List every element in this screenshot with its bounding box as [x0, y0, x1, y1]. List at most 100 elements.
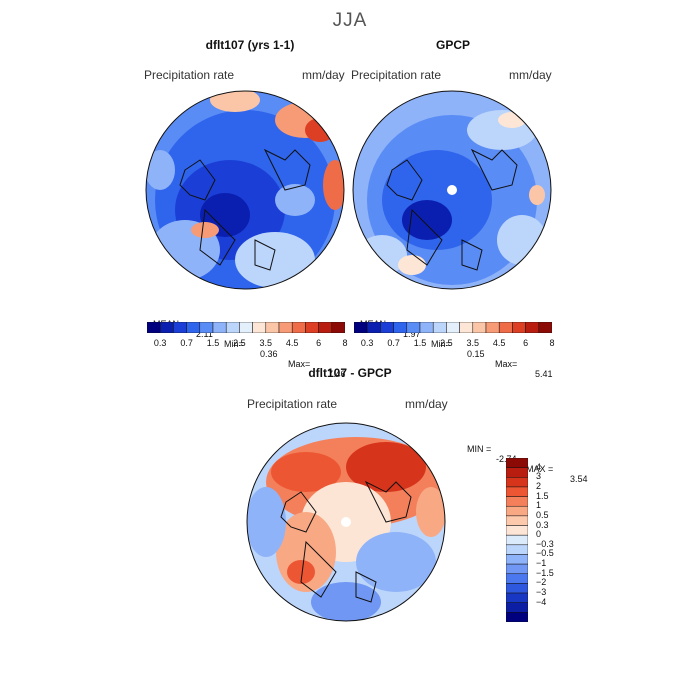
colorbar-swatch: [506, 505, 528, 517]
colorbar-swatch: [506, 477, 528, 488]
right-precip-map: [352, 90, 552, 290]
right-min-value: 0.15: [467, 349, 485, 359]
colorbar-tick-label: 6: [523, 338, 529, 348]
right-max-value: 5.41: [535, 369, 553, 379]
diff-units-label: mm/day: [405, 397, 448, 411]
colorbar-swatch: [485, 322, 500, 333]
left-variable-label: Precipitation rate: [144, 68, 235, 82]
colorbar-tick-label: 0.7: [387, 338, 400, 348]
right-panel-title: GPCP: [435, 38, 470, 52]
colorbar-swatch: [225, 322, 240, 333]
colorbar-swatch: [366, 322, 381, 333]
colorbar-tick-label: 1: [536, 500, 542, 511]
colorbar-swatch: [506, 534, 528, 546]
right-variable-label: Precipitation rate: [351, 68, 442, 82]
colorbar-tick-label: 3.5: [466, 338, 480, 348]
diff-variable-label: Precipitation rate: [247, 397, 338, 411]
colorbar-swatch: [538, 322, 552, 333]
colorbar-swatch: [252, 322, 267, 333]
colorbar-tick-label: 0.3: [153, 338, 167, 348]
colorbar-swatch: [159, 322, 174, 333]
colorbar-tick-label: −3: [536, 587, 547, 598]
colorbar-tick-label: 1.5: [413, 338, 427, 348]
colorbar-tick-label: 2.5: [233, 338, 246, 348]
diff-stats: MIN = -2.74 MAX = 3.54: [462, 434, 588, 484]
colorbar-tick-label: −1: [536, 558, 547, 569]
colorbar-swatch: [446, 322, 460, 333]
right-mean-value: 1.97: [403, 329, 421, 339]
colorbar-tick-label: 3.5: [259, 338, 273, 348]
left-max-value: 7.46: [328, 369, 346, 379]
colorbar-swatch: [506, 515, 528, 526]
colorbar-swatch: [147, 322, 161, 333]
colorbar-swatch: [318, 322, 333, 333]
colorbar-swatch: [506, 563, 528, 575]
season-title: JJA: [332, 10, 368, 31]
colorbar-swatch: [506, 467, 528, 478]
colorbar-swatch: [506, 458, 528, 468]
colorbar-tick-label: 4.5: [492, 338, 506, 348]
colorbar-swatch: [239, 322, 253, 333]
colorbar-swatch: [393, 322, 408, 333]
colorbar-swatch: [506, 573, 528, 584]
colorbar-tick-label: 0.7: [180, 338, 193, 348]
colorbar-tick-label: 2: [536, 480, 542, 491]
colorbar-tick-label: 0.3: [536, 519, 549, 530]
right-colorbar-ticks: 0.3 0.7 1.5 2.5 3.5 4.5 6 8: [354, 338, 555, 350]
colorbar-tick-label: 0.5: [536, 509, 549, 520]
colorbar-swatch: [506, 486, 528, 497]
colorbar-swatch: [506, 592, 528, 603]
diff-max-label: MAX =: [526, 464, 554, 474]
colorbar-swatch: [498, 322, 513, 333]
colorbar-tick-label: 8: [549, 338, 555, 348]
left-units-label: mm/day: [302, 68, 345, 82]
colorbar-swatch: [506, 554, 528, 565]
colorbar-swatch: [506, 612, 528, 622]
colorbar-swatch: [173, 322, 187, 333]
colorbar-swatch: [354, 322, 368, 333]
colorbar-swatch: [506, 525, 528, 536]
colorbar-tick-label: 0.3: [360, 338, 374, 348]
colorbar-swatch: [291, 322, 306, 333]
right-colorbar: [354, 322, 552, 333]
colorbar-tick-label: 4.5: [285, 338, 299, 348]
colorbar-tick-label: −1.5: [536, 567, 554, 578]
colorbar-swatch: [512, 322, 526, 333]
colorbar-swatch: [506, 496, 528, 507]
left-colorbar-ticks: 0.3 0.7 1.5 2.5 3.5 4.5 6 8: [147, 338, 348, 350]
colorbar-swatch: [331, 322, 345, 333]
colorbar-swatch: [472, 322, 487, 333]
colorbar-tick-label: −0.3: [536, 538, 554, 549]
colorbar-swatch: [525, 322, 540, 333]
colorbar-swatch: [406, 322, 421, 333]
right-min-label: Min=: [431, 339, 451, 349]
diff-colorbar: [506, 458, 528, 622]
left-panel-title: dflt107 (yrs 1-1): [205, 38, 295, 52]
colorbar-tick-label: 6: [316, 338, 322, 348]
colorbar-swatch: [506, 602, 528, 613]
diff-max-value: 3.54: [570, 474, 588, 484]
colorbar-swatch: [278, 322, 293, 333]
left-max-label: Max=: [288, 359, 311, 369]
left-mean-value: 2.11: [196, 329, 213, 339]
colorbar-tick-label: −0.5: [536, 548, 554, 559]
colorbar-swatch: [419, 322, 434, 333]
right-units-label: mm/day: [509, 68, 552, 82]
colorbar-swatch: [432, 322, 447, 333]
colorbar-swatch: [186, 322, 201, 333]
colorbar-swatch: [380, 322, 394, 333]
diff-panel-title: dflt107 - GPCP: [308, 366, 392, 380]
colorbar-swatch: [212, 322, 227, 333]
diff-precip-map: [246, 422, 446, 622]
diff-min-label: MIN =: [467, 444, 492, 454]
colorbar-tick-label: 0: [536, 529, 542, 540]
left-colorbar: [147, 322, 345, 333]
colorbar-tick-label: 8: [342, 338, 348, 348]
colorbar-swatch: [265, 322, 280, 333]
colorbar-swatch: [305, 322, 319, 333]
colorbar-swatch: [199, 322, 214, 333]
colorbar-tick-label: 2.5: [440, 338, 453, 348]
left-min-value: 0.36: [260, 349, 278, 359]
colorbar-tick-label: 1.5: [536, 490, 549, 501]
colorbar-tick-label: −2: [536, 577, 547, 588]
